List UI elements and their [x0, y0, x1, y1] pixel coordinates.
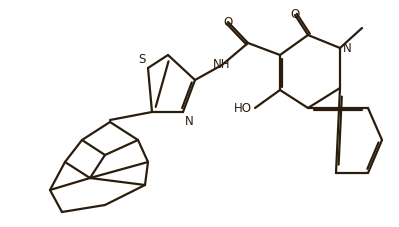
Text: NH: NH: [213, 59, 231, 72]
Text: HO: HO: [234, 101, 252, 114]
Text: S: S: [138, 53, 146, 66]
Text: N: N: [185, 115, 194, 128]
Text: N: N: [343, 42, 352, 54]
Text: O: O: [290, 8, 300, 22]
Text: O: O: [223, 15, 233, 29]
